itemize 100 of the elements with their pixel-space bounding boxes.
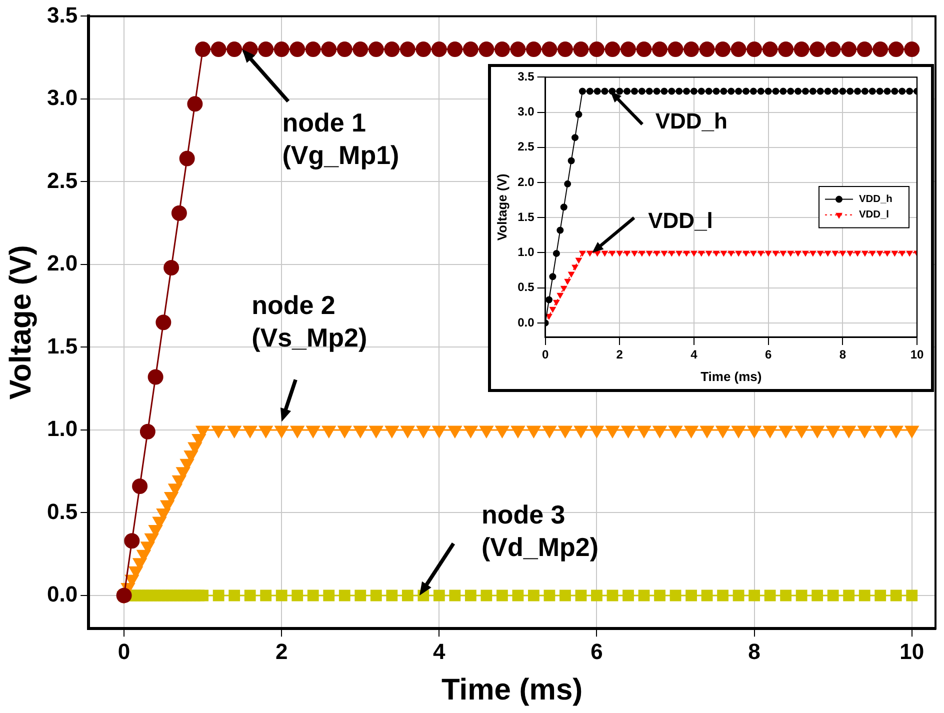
point: [616, 250, 623, 256]
point: [698, 88, 705, 95]
point: [258, 42, 274, 58]
point: [572, 264, 578, 270]
point: [764, 88, 772, 95]
point: [735, 250, 742, 256]
x-axis-title: Time (ms): [441, 673, 583, 706]
y-tick-label: 0.0: [518, 315, 535, 330]
point: [546, 296, 552, 304]
point: [588, 42, 604, 58]
x-tick-label: 2: [275, 638, 288, 664]
point: [210, 42, 226, 58]
point: [824, 250, 831, 256]
point: [620, 42, 636, 58]
point: [586, 88, 594, 95]
y-tick-label: 3.5: [518, 70, 535, 84]
point: [556, 226, 564, 234]
point: [750, 88, 757, 95]
point: [802, 88, 809, 95]
y-axis-title: Voltage (V): [494, 174, 510, 241]
point: [148, 369, 164, 385]
point: [706, 250, 712, 256]
point: [868, 88, 876, 95]
point: [832, 250, 838, 256]
point: [290, 42, 306, 58]
point: [788, 250, 794, 256]
point: [462, 42, 478, 58]
point: [856, 42, 872, 58]
point: [712, 88, 720, 95]
y-tick-label: 1.5: [46, 333, 78, 358]
legend-label: VDD_h: [859, 194, 892, 206]
point: [187, 96, 203, 112]
point: [416, 42, 432, 58]
y-tick-label: 2.5: [518, 140, 535, 154]
point: [164, 260, 180, 276]
y-tick-label: 3.5: [46, 2, 78, 28]
legend-label: VDD_l: [859, 210, 890, 221]
point: [646, 250, 652, 256]
point: [638, 250, 646, 256]
point: [564, 180, 572, 188]
point: [862, 250, 868, 256]
point: [352, 42, 368, 58]
point: [336, 42, 352, 58]
point: [542, 42, 558, 58]
point: [787, 88, 794, 95]
point: [321, 42, 337, 58]
y-tick-label: 1.0: [46, 416, 78, 442]
point: [683, 88, 690, 95]
point: [869, 250, 876, 256]
point: [742, 88, 750, 95]
point: [653, 88, 660, 95]
point: [816, 88, 824, 95]
x-tick-label: 6: [590, 638, 603, 664]
point: [846, 250, 854, 256]
point: [510, 42, 526, 58]
x-tick-label: 8: [839, 348, 846, 362]
point: [274, 42, 290, 58]
point: [132, 478, 148, 494]
point: [586, 250, 593, 256]
annotation: node 2 (Vs_Mp2): [252, 290, 368, 352]
y-axis-title: Voltage (V): [4, 245, 38, 400]
annotation: VDD_l: [648, 208, 713, 233]
y-tick-label: 3.0: [518, 104, 535, 119]
y-tick-label: 2.0: [518, 174, 535, 189]
point: [575, 110, 582, 118]
point: [568, 157, 575, 164]
x-tick-label: 8: [748, 638, 760, 664]
point: [840, 250, 846, 256]
point: [400, 42, 416, 58]
point: [631, 250, 638, 256]
point: [824, 88, 832, 95]
y-tick-label: 2.0: [46, 250, 78, 276]
point: [668, 250, 675, 256]
point: [705, 88, 712, 95]
point: [578, 88, 586, 95]
point: [794, 250, 802, 256]
point: [750, 250, 757, 256]
point: [892, 250, 898, 256]
point: [684, 42, 700, 58]
point: [636, 42, 652, 58]
point: [576, 258, 582, 264]
x-tick-label: 0: [118, 638, 130, 664]
point: [757, 88, 764, 95]
point: [305, 42, 321, 58]
point: [728, 88, 735, 95]
point: [616, 88, 624, 95]
point: [557, 292, 564, 298]
point: [156, 314, 172, 330]
point: [715, 42, 731, 58]
point: [226, 42, 242, 58]
point: [891, 88, 898, 95]
point: [735, 88, 742, 95]
point: [384, 42, 400, 58]
point: [550, 306, 556, 312]
point: [841, 42, 857, 58]
point: [765, 250, 772, 256]
point: [832, 88, 839, 95]
point: [661, 250, 668, 256]
point: [746, 42, 762, 58]
annotation: node 1 (Vg_Mp1): [282, 107, 400, 170]
